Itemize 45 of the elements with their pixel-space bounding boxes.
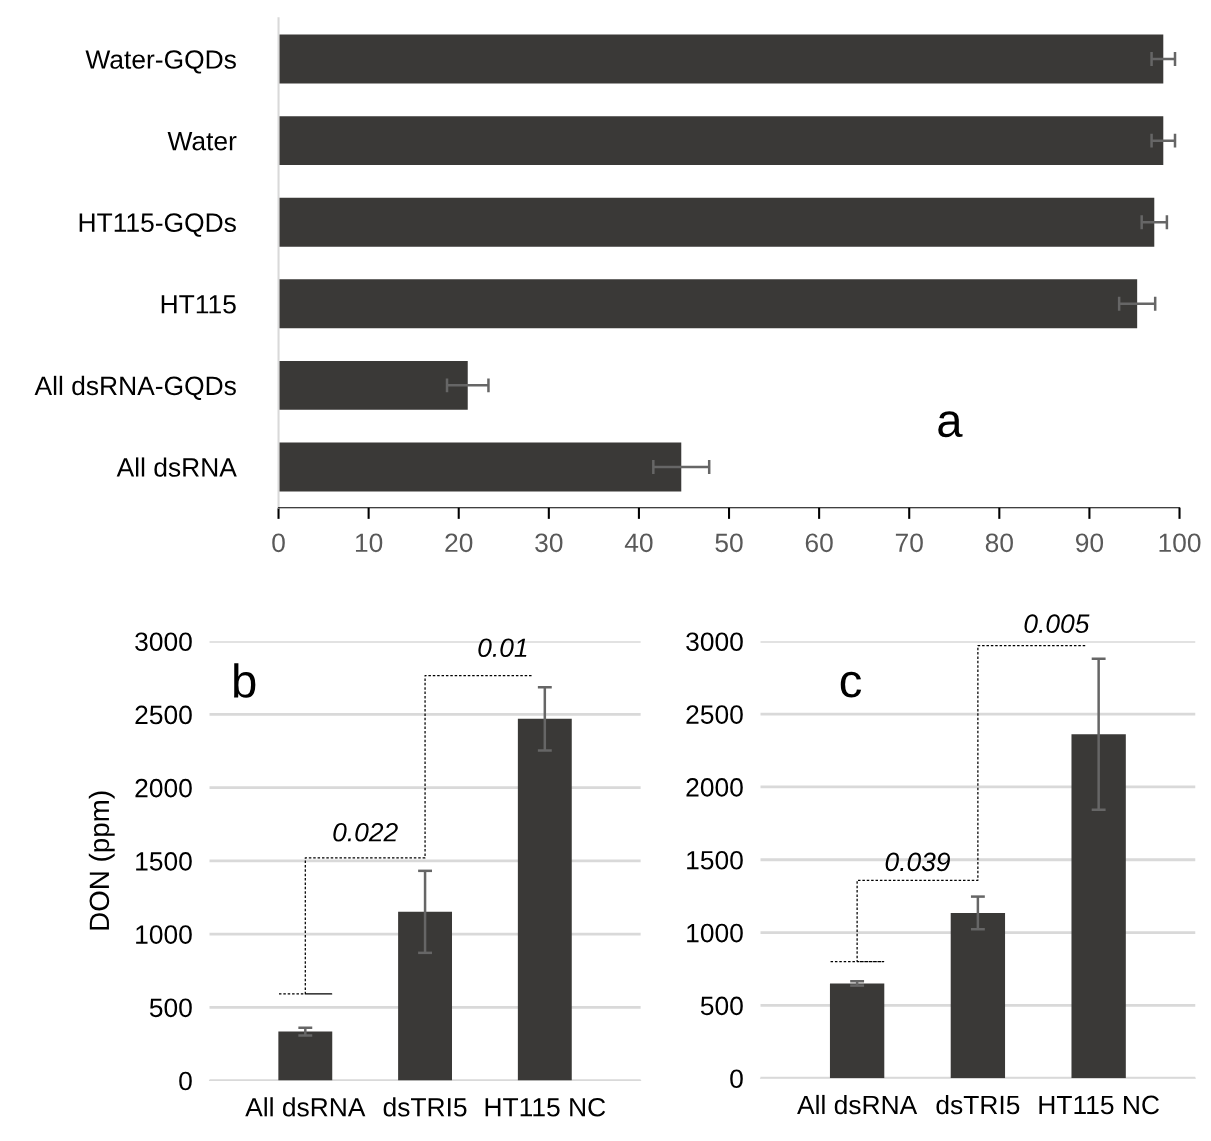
annotation: 0.039 (885, 852, 950, 872)
x-tick-label: All dsRNA (797, 1094, 918, 1115)
x-tick-label: HT115 NC (1039, 1095, 1159, 1115)
x-tick-label: 60 (805, 533, 833, 553)
y-tick-label: 2500 (135, 705, 192, 725)
x-tick-label: 30 (535, 533, 563, 553)
x-tick-label: 90 (1075, 533, 1104, 553)
y-tick-label: Water-GQDs (85, 50, 236, 74)
x-tick-label: HT115 NC (485, 1097, 606, 1117)
y-tick-label: HT115 (161, 295, 236, 314)
x-tick-label: dsTRI5 (383, 1097, 467, 1117)
annotation: c (840, 671, 862, 698)
text: 0.005 (1024, 614, 1090, 634)
x-tick-label: 80 (985, 533, 1013, 553)
annotation: 0.022 (333, 822, 398, 842)
y-tick-label: HT115-GQDs (79, 213, 236, 237)
x-tick-label: 50 (715, 533, 743, 553)
y-tick-label: 500 (700, 996, 743, 1016)
y-tick-label: Water (167, 132, 237, 151)
y-tick-label: 1500 (687, 850, 743, 870)
y-tick-label: 500 (149, 998, 192, 1018)
y-tick-label: 0 (730, 1069, 743, 1089)
annotation: 0.01 (478, 638, 527, 658)
y-tick-label: 1000 (136, 925, 192, 944)
y-tick-label: 2000 (686, 778, 743, 797)
y-tick-label: All dsRNA (116, 457, 237, 477)
y-axis-title: DON (ppm) (88, 791, 115, 930)
annotation: b (234, 663, 256, 698)
x-tick-label: 10 (355, 533, 383, 553)
y-tick-label: 3000 (686, 632, 743, 652)
x-tick-label: dsTRI5 (936, 1094, 1020, 1115)
y-tick-label: 2500 (686, 705, 743, 724)
y-tick-label: All dsRNA-GQDs (34, 375, 236, 400)
y-tick-label: 1000 (687, 923, 743, 943)
x-tick-label: 100 (1159, 533, 1201, 553)
y-tick-label: 3000 (135, 632, 192, 652)
y-tick-label: 1500 (136, 852, 192, 871)
y-tick-label: 0 (179, 1071, 192, 1091)
y-tick-label: 2000 (135, 778, 192, 798)
x-tick-label: 40 (624, 533, 653, 553)
x-tick-label: All dsRNA (245, 1097, 366, 1117)
annotation: a (938, 411, 963, 438)
x-tick-label: 70 (895, 533, 923, 553)
x-tick-label: 0 (272, 533, 285, 553)
x-tick-label: 20 (445, 533, 473, 553)
